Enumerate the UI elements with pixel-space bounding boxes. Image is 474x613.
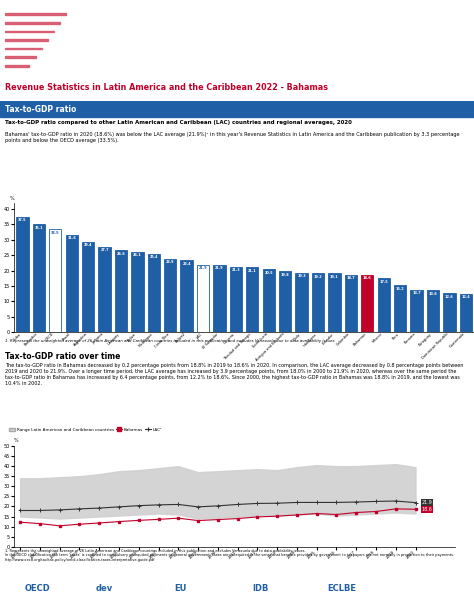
Text: dev: dev <box>96 584 113 593</box>
Bar <box>5 48 42 50</box>
Text: 1. Represents the unweighted average of 26 Latin American and Caribbean countrie: 1. Represents the unweighted average of … <box>5 339 336 343</box>
Text: The tax-to-GDP ratio in Bahamas decreased by 0.2 percentage points from 18.8% in: The tax-to-GDP ratio in Bahamas decrease… <box>5 364 463 386</box>
Bar <box>5 13 66 15</box>
Text: Tax-to-GDP ratio compared to other Latin American and Caribbean (LAC) countries : Tax-to-GDP ratio compared to other Latin… <box>5 120 352 125</box>
Text: 1. Represents the unweighted average of 26 Latin American and Caribbean countrie: 1. Represents the unweighted average of … <box>5 549 454 562</box>
Bar <box>5 22 60 24</box>
Text: Tax-to-GDP ratio over time: Tax-to-GDP ratio over time <box>5 351 120 360</box>
Bar <box>5 31 54 32</box>
Bar <box>0 101 474 117</box>
Text: ECLBE: ECLBE <box>327 584 356 593</box>
Text: IDB: IDB <box>253 584 269 593</box>
Bar <box>5 39 48 41</box>
Bar <box>5 65 29 67</box>
Text: EU: EU <box>174 584 186 593</box>
Text: OECD: OECD <box>25 584 51 593</box>
Bar <box>5 56 36 58</box>
Text: Revenue Statistics in Latin America and the Caribbean 2022 - Bahamas: Revenue Statistics in Latin America and … <box>5 83 328 92</box>
Text: Tax-to-GDP ratio: Tax-to-GDP ratio <box>5 105 76 113</box>
Text: Bahamas' tax-to-GDP ratio in 2020 (18.6%) was below the LAC average (21.9%)¹ in : Bahamas' tax-to-GDP ratio in 2020 (18.6%… <box>5 132 459 143</box>
